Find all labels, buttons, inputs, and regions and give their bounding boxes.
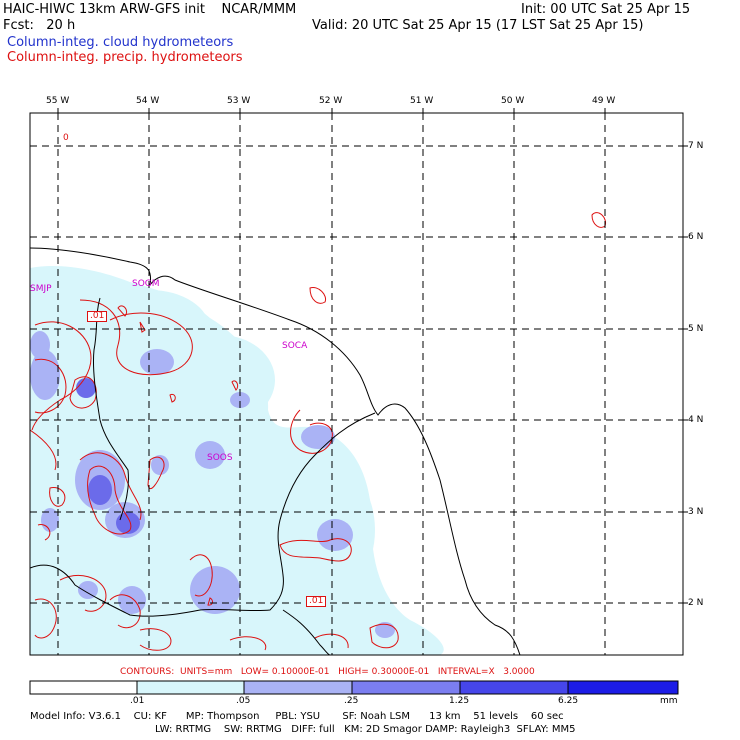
lat-label-6n: 6 N — [688, 232, 704, 242]
lat-label-4n: 4 N — [688, 415, 704, 425]
forecast-hour: Fcst: 20 h — [3, 18, 76, 33]
station-soca: SOCA — [282, 341, 308, 351]
contour-info: CONTOURS: UNITS=mm LOW= 0.10000E-01 HIGH… — [120, 667, 535, 677]
lon-label-52w: 52 W — [319, 96, 343, 106]
contour-label-box: .01 — [306, 596, 327, 607]
map-frame — [29, 112, 684, 656]
lat-label-7n: 7 N — [688, 141, 704, 151]
lat-label-2n: 2 N — [688, 598, 704, 608]
lat-label-3n: 3 N — [688, 507, 704, 517]
colorbar-tick: 6.25 — [558, 696, 579, 706]
graticule — [30, 113, 683, 655]
init-time: Init: 00 UTC Sat 25 Apr 15 — [521, 2, 691, 17]
lon-label-55w: 55 W — [46, 96, 70, 106]
colorbar-boxes — [29, 680, 679, 695]
contour-zero-label: 0 — [63, 133, 69, 143]
lon-label-54w: 54 W — [136, 96, 160, 106]
coastline — [30, 247, 521, 655]
lon-label-50w: 50 W — [501, 96, 525, 106]
colorbar-tick: .01 — [130, 696, 145, 706]
colorbar-unit: mm — [660, 696, 678, 706]
station-soos: SOOS — [207, 453, 233, 463]
field-precip-label: Column-integ. precip. hydrometeors — [7, 50, 243, 65]
station-smjp: SMJP — [30, 284, 52, 294]
model-info-line1: Model Info: V3.6.1 CU: KF MP: Thompson P… — [30, 711, 564, 722]
precip-contours — [30, 212, 607, 651]
lat-label-5n: 5 N — [688, 324, 704, 334]
field-cloud-label: Column-integ. cloud hydrometeors — [7, 35, 234, 50]
colorbar-tick: .25 — [344, 696, 359, 706]
contour-label-box: .01 — [87, 311, 108, 322]
colorbar-tick: 1.25 — [449, 696, 470, 706]
map-title: HAIC-HIWC 13km ARW-GFS init NCAR/MMM — [3, 2, 297, 17]
valid-time: Valid: 20 UTC Sat 25 Apr 15 (17 LST Sat … — [312, 18, 644, 33]
lon-label-51w: 51 W — [410, 96, 434, 106]
model-info-line2: LW: RRTMG SW: RRTMG DIFF: full KM: 2D Sm… — [155, 724, 576, 735]
lon-label-49w: 49 W — [592, 96, 616, 106]
station-sogm: SOGM — [132, 279, 160, 289]
lon-label-53w: 53 W — [227, 96, 251, 106]
colorbar-tick: .05 — [236, 696, 251, 706]
frame-ticks — [57, 108, 688, 604]
